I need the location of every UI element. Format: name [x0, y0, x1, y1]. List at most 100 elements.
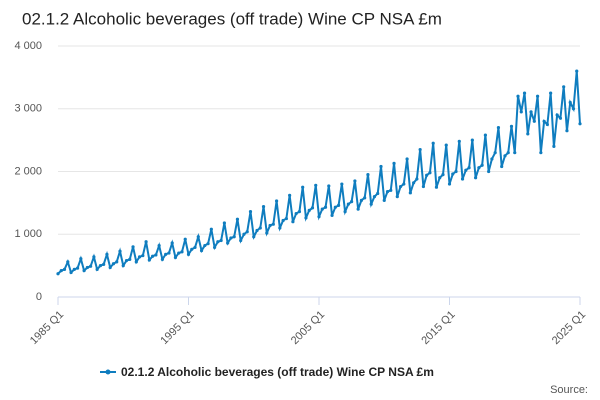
point [121, 264, 125, 268]
point [232, 235, 236, 239]
point [137, 255, 142, 259]
point [271, 222, 275, 226]
point [389, 188, 393, 192]
point [549, 91, 553, 95]
point [415, 177, 419, 181]
point [111, 262, 116, 266]
point [258, 226, 262, 230]
point [382, 198, 386, 202]
point [578, 122, 582, 126]
point [340, 182, 344, 186]
point [89, 264, 93, 268]
point [327, 184, 331, 188]
x-tick-label: 1995 Q1 [158, 309, 196, 347]
point [562, 85, 566, 89]
point [493, 151, 497, 155]
point [294, 211, 298, 216]
point [248, 210, 253, 214]
point [353, 179, 357, 183]
point [503, 154, 507, 158]
point [434, 185, 439, 189]
y-tick-label: 3 000 [14, 103, 42, 115]
point [297, 210, 302, 214]
point [186, 252, 191, 256]
point [539, 151, 543, 155]
x-tick-label: 2025 Q1 [550, 309, 588, 347]
point [483, 133, 487, 137]
point [115, 260, 119, 264]
point [555, 113, 559, 117]
point [213, 245, 217, 250]
point [131, 245, 135, 249]
point [226, 241, 230, 245]
point [457, 139, 461, 143]
point [301, 185, 305, 189]
point [304, 216, 308, 220]
point [265, 231, 269, 235]
point [454, 169, 458, 174]
point [438, 176, 442, 180]
point [490, 157, 494, 161]
point [372, 195, 377, 199]
point [164, 252, 168, 256]
point [317, 215, 321, 219]
point [350, 200, 354, 204]
point [356, 207, 360, 211]
point [102, 262, 106, 266]
point [444, 143, 448, 147]
point [451, 172, 455, 176]
point [252, 235, 256, 239]
point [363, 196, 367, 200]
point [229, 236, 233, 240]
point [105, 252, 109, 256]
point [75, 266, 80, 270]
point [206, 242, 210, 246]
point [542, 119, 546, 123]
point [183, 237, 187, 241]
point [190, 247, 194, 251]
point [333, 205, 337, 209]
point [516, 94, 520, 98]
point [464, 168, 468, 172]
point [56, 272, 60, 276]
point [209, 227, 213, 231]
point [242, 232, 246, 236]
point [418, 147, 422, 152]
point [330, 213, 334, 218]
point [522, 91, 527, 95]
series-line [57, 71, 581, 275]
point [431, 141, 435, 145]
point [395, 195, 399, 199]
point [141, 253, 145, 258]
point [222, 221, 226, 225]
point [239, 238, 243, 243]
point [402, 182, 406, 186]
y-tick-label: 1 000 [14, 228, 42, 240]
point [124, 259, 129, 263]
x-tick-label: 1985 Q1 [28, 309, 66, 347]
point [261, 205, 266, 209]
point [519, 110, 523, 114]
point [268, 223, 272, 228]
point [219, 238, 223, 243]
point [474, 176, 478, 180]
point [278, 226, 282, 230]
point [85, 265, 89, 270]
point [157, 243, 161, 248]
point [535, 94, 540, 98]
chart-title: 02.1.2 Alcoholic beverages (off trade) W… [22, 9, 442, 28]
point [392, 161, 396, 165]
point [307, 208, 311, 213]
point [428, 171, 432, 175]
point [98, 264, 103, 268]
point [82, 269, 86, 273]
point [477, 166, 481, 170]
point [92, 255, 96, 259]
point [565, 129, 569, 133]
point [118, 249, 122, 253]
point [369, 202, 373, 206]
x-tick-label: 2005 Q1 [289, 309, 327, 347]
point [425, 173, 429, 177]
y-tick-label: 4 000 [14, 40, 42, 52]
point [128, 257, 132, 261]
